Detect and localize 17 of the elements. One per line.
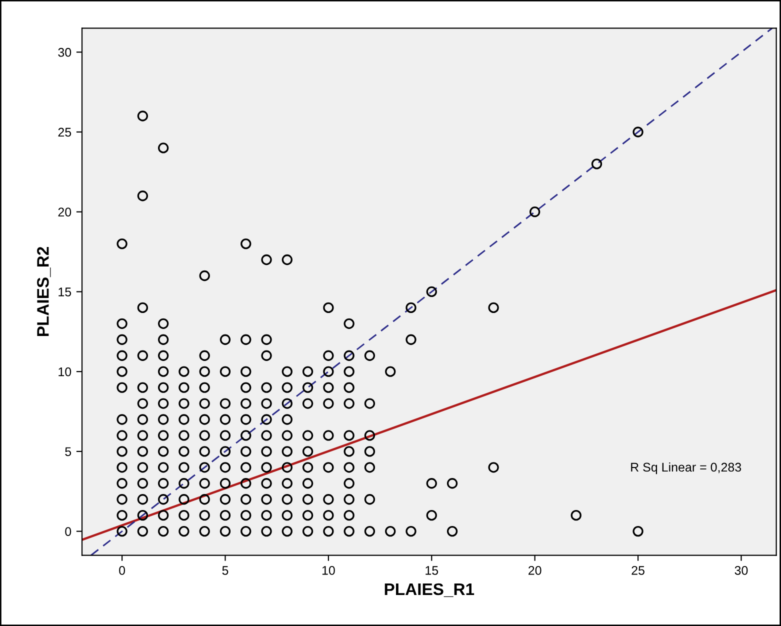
y-tick-label: 20 <box>58 208 72 217</box>
x-tick-label: 5 <box>222 566 228 575</box>
x-tick-label: 30 <box>734 566 748 575</box>
x-tick-label: 0 <box>119 566 126 575</box>
x-tick-label: 20 <box>528 566 542 575</box>
x-tick-label: 25 <box>632 566 644 575</box>
y-tick-label: 0 <box>65 527 72 536</box>
x-tick-label: 15 <box>426 566 438 575</box>
x-tick-label: 10 <box>322 566 335 575</box>
annotation: R Sq Linear = 0,283 <box>631 462 742 474</box>
y-tick-label: 30 <box>58 48 72 57</box>
y-axis-title: PLAIES_R2 <box>37 247 51 336</box>
y-tick-label: 25 <box>58 128 72 137</box>
y-tick-label: 10 <box>58 367 72 376</box>
y-tick-label: 5 <box>65 447 72 456</box>
y-tick-label: 15 <box>58 288 72 296</box>
x-axis-title: PLAIES_R1 <box>384 583 474 597</box>
